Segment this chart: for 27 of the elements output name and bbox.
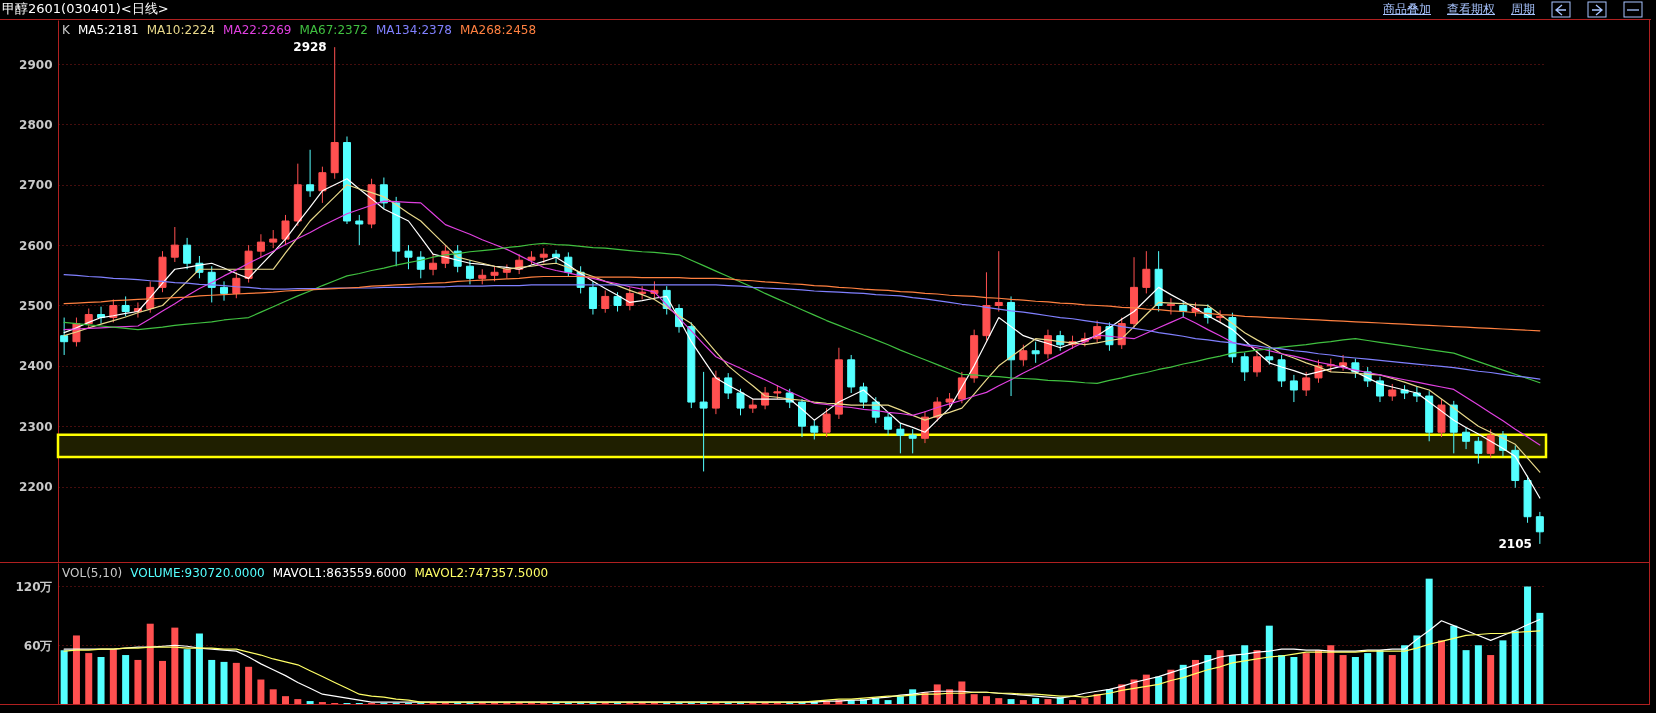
text: 商品叠加: [1383, 1, 1431, 18]
y-tick-label: 2700: [19, 178, 53, 193]
annotation: 2105: [1498, 536, 1532, 551]
y-tick-label: 120万: [15, 580, 53, 594]
y-tick-label: 2200: [19, 480, 53, 495]
text: VOLUME:930720.0000: [130, 566, 265, 580]
y-tick-label: 2500: [19, 298, 53, 313]
text: MAVOL2:747357.5000: [414, 566, 549, 580]
y-tick-label: 2300: [19, 419, 53, 434]
text: MA10:2224: [146, 23, 216, 37]
text: 查看期权: [1447, 1, 1495, 18]
y-tick-label: 2600: [19, 238, 53, 253]
text: MA134:2378: [375, 23, 452, 37]
text: MA67:2372: [299, 23, 368, 37]
y-tick-label: 2400: [19, 359, 53, 374]
text: MA5:2181: [77, 23, 139, 37]
legend-title: VOL(5,10): [62, 566, 123, 580]
y-tick-label: 2900: [19, 57, 53, 72]
chart-title: 甲醇2601(030401)<日线>: [2, 0, 169, 18]
text: 周期: [1511, 1, 1535, 18]
text: MA268:2458: [459, 23, 537, 37]
text: MAVOL1:863559.6000: [272, 566, 407, 580]
annotation: 2928: [293, 40, 327, 55]
y-tick-label: 60万: [23, 638, 53, 653]
y-tick-label: 2800: [19, 117, 53, 132]
legend-title: K: [62, 23, 70, 37]
text: MA22:2269: [223, 23, 292, 37]
